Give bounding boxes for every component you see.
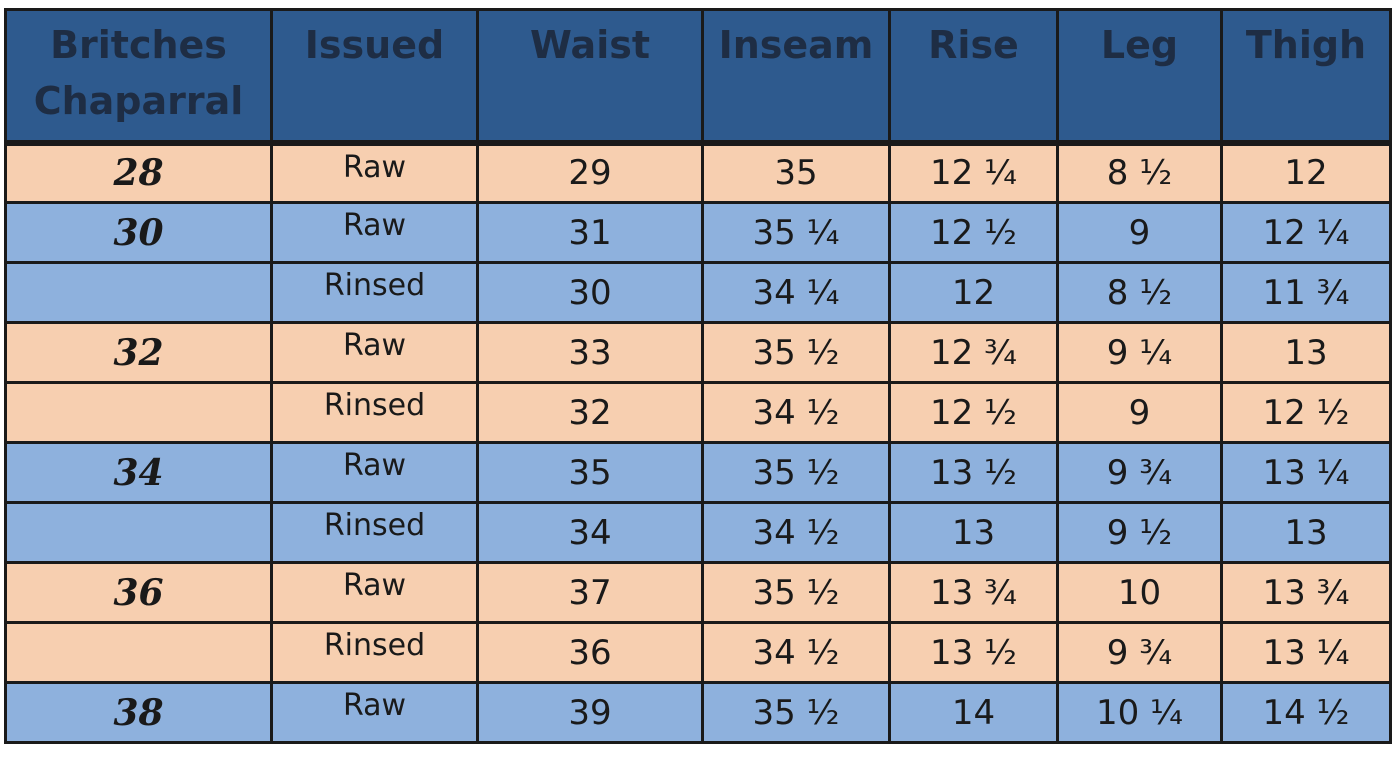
rise-cell: 12 bbox=[888, 261, 1059, 324]
waist-cell: 30 bbox=[476, 261, 704, 324]
inseam-cell: 35 bbox=[701, 141, 891, 204]
rise-cell: 13 ½ bbox=[888, 621, 1059, 684]
table-row: Rinsed 34 34 ½ 13 9 ½ 13 bbox=[4, 501, 1392, 564]
waist-cell: 32 bbox=[476, 381, 704, 444]
inseam-cell: 35 ¼ bbox=[701, 201, 891, 264]
leg-cell: 9 bbox=[1056, 381, 1223, 444]
size-chart: Britches Chaparral Issued Waist Inseam R… bbox=[4, 8, 1392, 744]
size-cell: 38 bbox=[4, 681, 273, 744]
inseam-cell: 35 ½ bbox=[701, 561, 891, 624]
issued-cell: Rinsed bbox=[270, 261, 479, 324]
inseam-cell: 35 ½ bbox=[701, 321, 891, 384]
thigh-cell: 14 ½ bbox=[1220, 681, 1392, 744]
rise-cell: 12 ¼ bbox=[888, 141, 1059, 204]
thigh-cell: 12 ¼ bbox=[1220, 201, 1392, 264]
waist-cell: 36 bbox=[476, 621, 704, 684]
waist-cell: 37 bbox=[476, 561, 704, 624]
column-header-thigh: Thigh bbox=[1220, 8, 1392, 146]
issued-cell: Raw bbox=[270, 321, 479, 384]
rise-cell: 14 bbox=[888, 681, 1059, 744]
header-row: Britches Chaparral Issued Waist Inseam R… bbox=[4, 8, 1392, 146]
size-cell: 34 bbox=[4, 441, 273, 504]
leg-cell: 10 bbox=[1056, 561, 1223, 624]
inseam-cell: 34 ½ bbox=[701, 621, 891, 684]
size-cell: 28 bbox=[4, 141, 273, 204]
column-header-waist: Waist bbox=[476, 8, 704, 146]
column-header-leg: Leg bbox=[1056, 8, 1223, 146]
table-header: Britches Chaparral Issued Waist Inseam R… bbox=[4, 8, 1392, 146]
thigh-cell: 12 ½ bbox=[1220, 381, 1392, 444]
size-cell bbox=[4, 621, 273, 684]
size-cell: 36 bbox=[4, 561, 273, 624]
issued-cell: Rinsed bbox=[270, 381, 479, 444]
leg-cell: 9 ¾ bbox=[1056, 441, 1223, 504]
leg-cell: 9 ½ bbox=[1056, 501, 1223, 564]
issued-cell: Raw bbox=[270, 681, 479, 744]
size-cell bbox=[4, 501, 273, 564]
leg-cell: 8 ½ bbox=[1056, 261, 1223, 324]
waist-cell: 34 bbox=[476, 501, 704, 564]
waist-cell: 33 bbox=[476, 321, 704, 384]
rise-cell: 13 bbox=[888, 501, 1059, 564]
inseam-cell: 35 ½ bbox=[701, 681, 891, 744]
size-cell bbox=[4, 261, 273, 324]
thigh-cell: 13 bbox=[1220, 321, 1392, 384]
leg-cell: 8 ½ bbox=[1056, 141, 1223, 204]
waist-cell: 35 bbox=[476, 441, 704, 504]
issued-cell: Raw bbox=[270, 141, 479, 204]
inseam-cell: 34 ¼ bbox=[701, 261, 891, 324]
rise-cell: 13 ½ bbox=[888, 441, 1059, 504]
rise-cell: 13 ¾ bbox=[888, 561, 1059, 624]
thigh-cell: 13 ¼ bbox=[1220, 621, 1392, 684]
leg-cell: 9 ¼ bbox=[1056, 321, 1223, 384]
inseam-cell: 35 ½ bbox=[701, 441, 891, 504]
issued-cell: Raw bbox=[270, 561, 479, 624]
issued-cell: Rinsed bbox=[270, 501, 479, 564]
leg-cell: 10 ¼ bbox=[1056, 681, 1223, 744]
table-row: 38 Raw 39 35 ½ 14 10 ¼ 14 ½ bbox=[4, 681, 1392, 744]
thigh-cell: 13 bbox=[1220, 501, 1392, 564]
thigh-cell: 12 bbox=[1220, 141, 1392, 204]
size-cell: 32 bbox=[4, 321, 273, 384]
column-header-inseam: Inseam bbox=[701, 8, 891, 146]
column-header-britches-chaparral: Britches Chaparral bbox=[4, 8, 273, 146]
size-cell: 30 bbox=[4, 201, 273, 264]
thigh-cell: 11 ¾ bbox=[1220, 261, 1392, 324]
waist-cell: 39 bbox=[476, 681, 704, 744]
thigh-cell: 13 ¼ bbox=[1220, 441, 1392, 504]
table-row: Rinsed 30 34 ¼ 12 8 ½ 11 ¾ bbox=[4, 261, 1392, 324]
issued-cell: Rinsed bbox=[270, 621, 479, 684]
inseam-cell: 34 ½ bbox=[701, 381, 891, 444]
leg-cell: 9 bbox=[1056, 201, 1223, 264]
issued-cell: Raw bbox=[270, 201, 479, 264]
issued-cell: Raw bbox=[270, 441, 479, 504]
size-chart-table: Britches Chaparral Issued Waist Inseam R… bbox=[4, 8, 1392, 744]
rise-cell: 12 ½ bbox=[888, 201, 1059, 264]
table-row: Rinsed 32 34 ½ 12 ½ 9 12 ½ bbox=[4, 381, 1392, 444]
rise-cell: 12 ½ bbox=[888, 381, 1059, 444]
rise-cell: 12 ¾ bbox=[888, 321, 1059, 384]
table-row: 30 Raw 31 35 ¼ 12 ½ 9 12 ¼ bbox=[4, 201, 1392, 264]
waist-cell: 29 bbox=[476, 141, 704, 204]
inseam-cell: 34 ½ bbox=[701, 501, 891, 564]
thigh-cell: 13 ¾ bbox=[1220, 561, 1392, 624]
leg-cell: 9 ¾ bbox=[1056, 621, 1223, 684]
column-header-issued: Issued bbox=[270, 8, 479, 146]
waist-cell: 31 bbox=[476, 201, 704, 264]
column-header-rise: Rise bbox=[888, 8, 1059, 146]
table-row: 36 Raw 37 35 ½ 13 ¾ 10 13 ¾ bbox=[4, 561, 1392, 624]
size-cell bbox=[4, 381, 273, 444]
